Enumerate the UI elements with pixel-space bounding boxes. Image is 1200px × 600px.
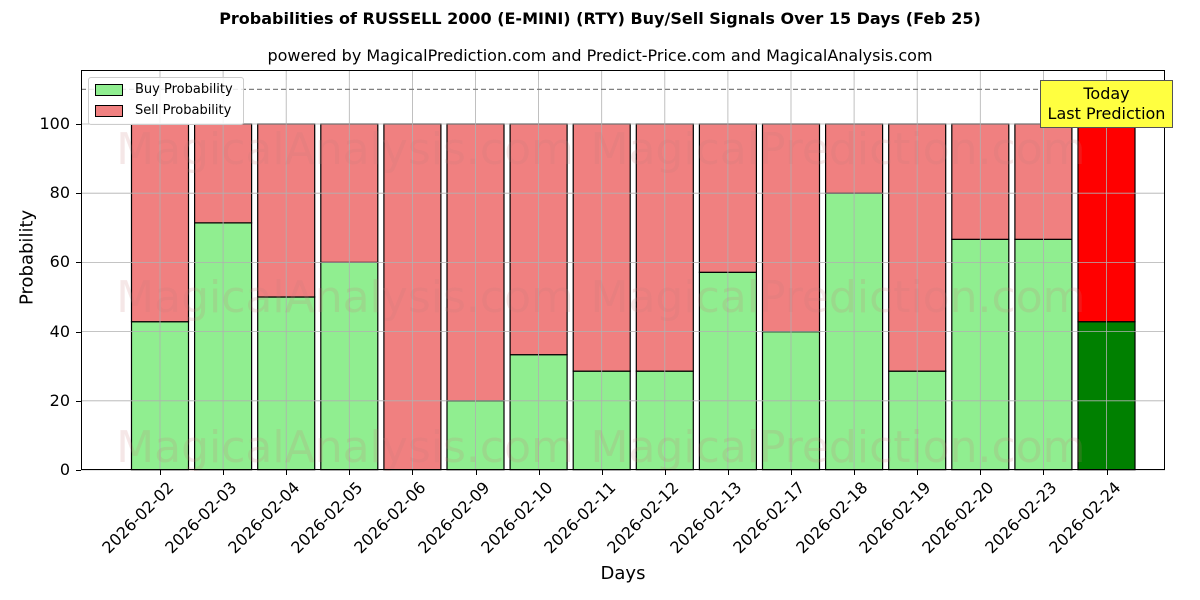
x-tick-mark — [1106, 470, 1108, 475]
x-tick-mark — [601, 470, 603, 475]
x-tick-mark — [664, 470, 666, 475]
legend-sell-label: Sell Probability — [135, 103, 232, 118]
y-tick-mark — [76, 470, 81, 471]
watermark: MagicalPrediction.com — [591, 422, 1086, 473]
watermark: MagicalAnalysis.com — [116, 422, 574, 473]
x-tick-mark — [917, 470, 919, 475]
chart-subtitle: powered by MagicalPrediction.com and Pre… — [267, 46, 933, 65]
x-tick-mark — [1043, 470, 1045, 475]
x-axis-label: Days — [600, 563, 646, 584]
legend: Buy Probability Sell Probability — [88, 77, 244, 125]
x-tick-mark — [160, 470, 161, 475]
watermark: MagicalAnalysis.com — [116, 124, 574, 175]
x-tick-mark — [791, 470, 792, 475]
x-tick-mark — [349, 470, 351, 475]
x-tick-mark — [475, 470, 477, 475]
y-tick-mark — [76, 331, 81, 333]
y-tick-mark — [76, 262, 81, 264]
today-annotation-line1: Today — [1083, 84, 1130, 103]
watermark: MagicalAnalysis.com — [116, 272, 574, 323]
y-tick-label: 40 — [49, 321, 70, 341]
today-annotation: Today Last Prediction — [1040, 80, 1173, 128]
y-tick-mark — [76, 400, 81, 402]
watermark: MagicalPrediction.com — [591, 272, 1086, 323]
y-tick-label: 60 — [49, 252, 70, 272]
x-tick-mark — [223, 470, 225, 475]
x-tick-mark — [727, 470, 729, 475]
today-annotation-line2: Last Prediction — [1047, 104, 1166, 123]
x-tick-mark — [286, 470, 288, 475]
x-tick-mark — [854, 470, 856, 475]
watermark: MagicalPrediction.com — [591, 124, 1086, 175]
y-tick-label: 0 — [59, 460, 70, 479]
sell-swatch-icon — [95, 104, 123, 117]
chart-title: Probabilities of RUSSELL 2000 (E-MINI) (… — [219, 9, 981, 28]
y-tick-mark — [76, 124, 81, 125]
y-tick-label: 20 — [49, 390, 70, 410]
y-tick-label: 100 — [39, 114, 70, 133]
buy-swatch-icon — [95, 83, 123, 96]
x-tick-mark — [538, 470, 540, 475]
x-tick-mark — [980, 470, 982, 475]
plot-area — [81, 70, 1165, 470]
y-tick-mark — [76, 193, 81, 195]
legend-item-sell: Sell Probability — [95, 103, 231, 118]
legend-buy-label: Buy Probability — [135, 82, 233, 97]
x-tick-mark — [412, 470, 414, 475]
y-tick-label: 80 — [49, 183, 70, 203]
legend-item-buy: Buy Probability — [95, 82, 233, 97]
